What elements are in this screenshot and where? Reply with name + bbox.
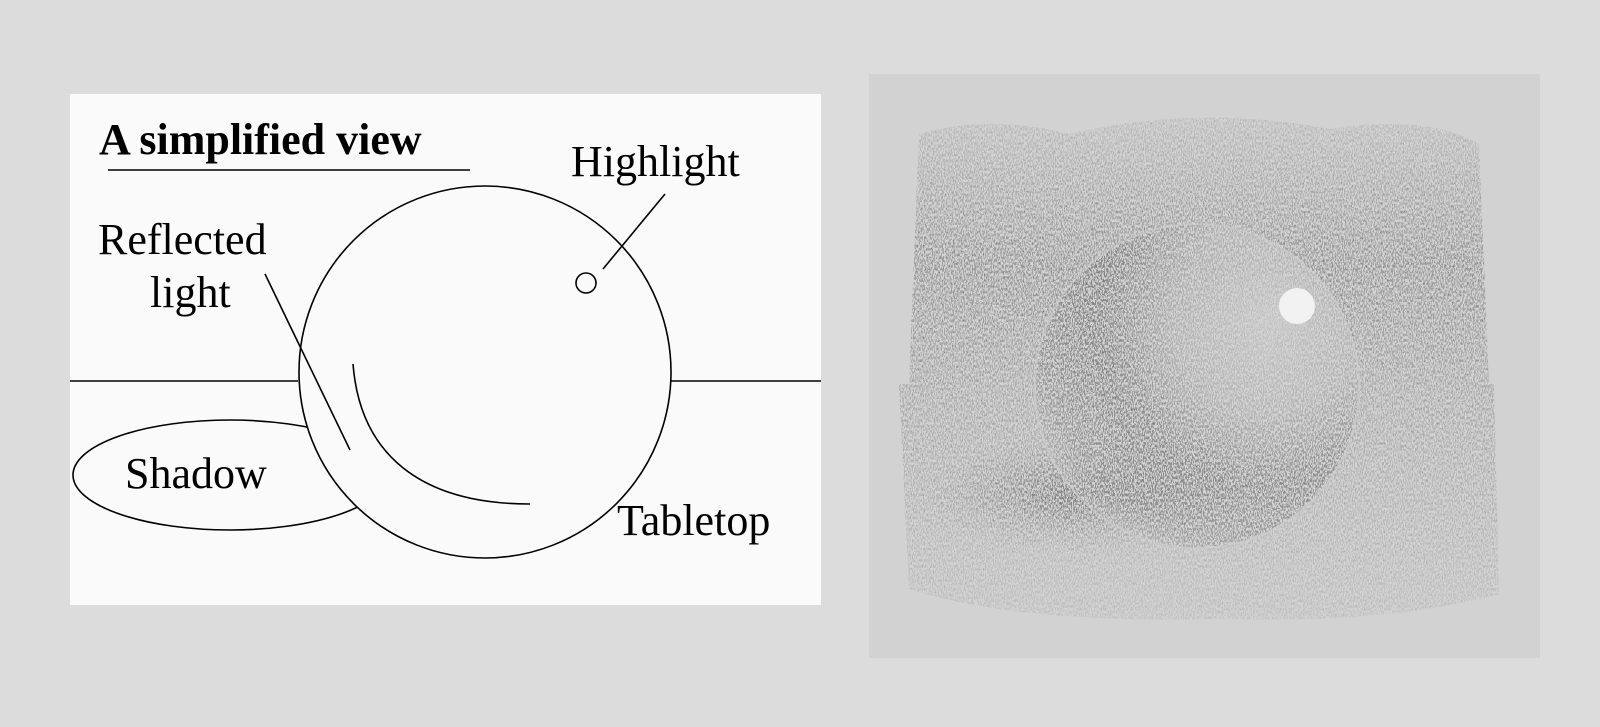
simplified-diagram: A simplified view Highlight Reflected li… bbox=[70, 115, 821, 559]
diagram-title: A simplified view bbox=[99, 115, 422, 164]
highlight-pointer bbox=[602, 193, 666, 270]
highlight-spot bbox=[575, 272, 597, 294]
shaded-sphere-drawing bbox=[899, 117, 1499, 620]
simplified-diagram-panel: A simplified view Highlight Reflected li… bbox=[70, 94, 821, 605]
tabletop-label: Tabletop bbox=[617, 496, 770, 545]
reflected-light-label-line1: Reflected bbox=[98, 215, 267, 264]
reflected-light-pointer bbox=[264, 273, 351, 451]
sphere-outline bbox=[298, 185, 672, 559]
sphere-body bbox=[1035, 224, 1359, 548]
highlight-label: Highlight bbox=[571, 137, 740, 186]
reflected-light-label-line2: light bbox=[150, 268, 231, 317]
reflected-light-arc bbox=[352, 363, 531, 505]
shadow-label: Shadow bbox=[125, 449, 267, 498]
shaded-drawing-panel bbox=[869, 74, 1540, 658]
sphere-highlight bbox=[1279, 288, 1315, 324]
sphere-rim bbox=[1034, 223, 1360, 549]
